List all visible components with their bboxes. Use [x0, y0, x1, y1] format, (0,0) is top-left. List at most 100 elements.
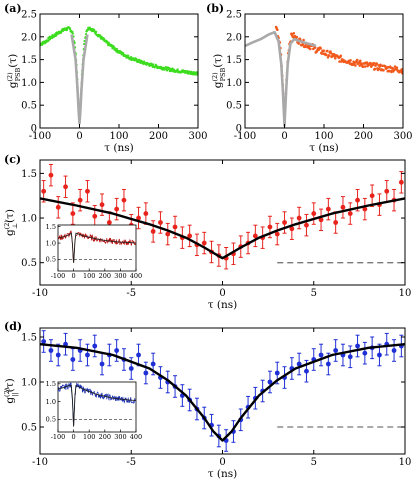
inset-x-tick-label: 0 [72, 272, 76, 280]
data-point [325, 361, 331, 367]
data-point [380, 64, 384, 68]
x-tick-label: 100 [109, 131, 128, 142]
data-point [201, 240, 207, 246]
y-tick-label: 1.0 [21, 378, 37, 389]
data-point [308, 47, 312, 51]
panel-c: (c) -10 -5 0 5 10 0.5 1.0 1.5 τ (ns) g(2)⊥(τ) -100 0… [3, 153, 411, 311]
data-point [400, 68, 403, 71]
data-point [347, 211, 353, 216]
data-point [150, 361, 156, 367]
data-point [252, 233, 258, 239]
data-point [391, 66, 394, 70]
y-tick-label: 1.5 [21, 333, 37, 344]
data-point [165, 231, 171, 237]
data-point [377, 67, 381, 71]
data-point [311, 211, 317, 216]
x-tick-label: 10 [399, 457, 412, 468]
data-point [326, 49, 329, 53]
data-point [324, 53, 328, 56]
inset-fit [58, 232, 136, 263]
data-point [296, 361, 302, 367]
data-point [176, 68, 179, 71]
data-point [359, 59, 362, 63]
y-tick-label: 1.0 [21, 78, 37, 89]
x-tick-label: 0 [281, 131, 287, 142]
data-point [318, 217, 324, 223]
data-point [304, 44, 307, 48]
x-tick-label: 200 [354, 131, 373, 142]
plot-area [40, 330, 405, 452]
fit-curve [40, 343, 405, 442]
x-axis-label: τ (ns) [208, 299, 238, 311]
data-point [319, 47, 322, 50]
inset-x-tick-label: 300 [114, 272, 126, 280]
data-point [115, 47, 119, 51]
data-point [77, 197, 83, 203]
data-point [292, 31, 296, 35]
data-point [369, 193, 375, 199]
data-point [355, 197, 360, 203]
data-point [363, 65, 367, 68]
y-tick-label: 2.5 [21, 10, 37, 21]
x-tick-label: 5 [311, 288, 317, 299]
data-point [372, 61, 376, 65]
data-point [143, 211, 149, 216]
data-point [349, 59, 352, 62]
data-point [150, 229, 156, 234]
y-tick-label: 0.5 [226, 101, 242, 112]
data-point [398, 179, 404, 185]
inset-frame [57, 224, 137, 272]
data-point [103, 38, 106, 41]
data-point [318, 352, 324, 358]
data-point [71, 30, 74, 33]
x-axis-label: τ (ns) [208, 468, 238, 480]
data-point [304, 222, 309, 228]
x-tick-label: -10 [32, 457, 48, 468]
panel-label: (b) [206, 2, 224, 15]
data-point [152, 63, 155, 66]
data-point [128, 366, 134, 371]
data-point [333, 348, 339, 353]
inset-y-tick-label: 1.5 [46, 380, 56, 388]
data-point [347, 354, 353, 360]
data-point [302, 38, 305, 42]
fit-curve [40, 197, 405, 260]
fit-curve [70, 34, 89, 125]
data-point [384, 188, 390, 194]
data-point [338, 60, 341, 63]
data-point [322, 49, 325, 52]
data-point [70, 357, 76, 362]
data-point [282, 220, 287, 225]
data-point [172, 224, 178, 230]
panel-label: (a) [4, 2, 22, 15]
data-point [391, 348, 397, 353]
data-point [354, 64, 357, 67]
y-tick-label: 0.5 [21, 423, 37, 434]
data-point [114, 348, 120, 353]
y-axis-label: g(2)PSB(τ) [6, 54, 22, 89]
inset: -100 0 100 200 300 400 0.5 1.0 1.5 [46, 223, 143, 280]
data-point [48, 172, 54, 178]
axes-frame [244, 13, 404, 129]
x-tick-label: 300 [393, 131, 412, 142]
data-point [63, 184, 68, 190]
data-point [395, 66, 399, 69]
y-tick-label: 2.0 [21, 32, 37, 43]
inset-x-tick-label: 100 [83, 433, 95, 441]
data-point [55, 352, 61, 358]
data-point [327, 54, 331, 57]
data-point [333, 57, 337, 60]
data-point [377, 352, 382, 358]
data-point [362, 65, 365, 68]
data-point [95, 30, 98, 33]
panel-label: (d) [4, 320, 22, 333]
x-tick-label: 0 [219, 457, 225, 468]
data-point [92, 343, 98, 349]
data-point [362, 350, 368, 356]
inset-x-tick-label: 0 [72, 433, 76, 441]
x-tick-label: 5 [311, 457, 317, 468]
data-point [274, 231, 280, 237]
y-tick-label: 1.5 [21, 55, 37, 66]
inset-plot [58, 382, 136, 427]
data-point [369, 65, 373, 68]
